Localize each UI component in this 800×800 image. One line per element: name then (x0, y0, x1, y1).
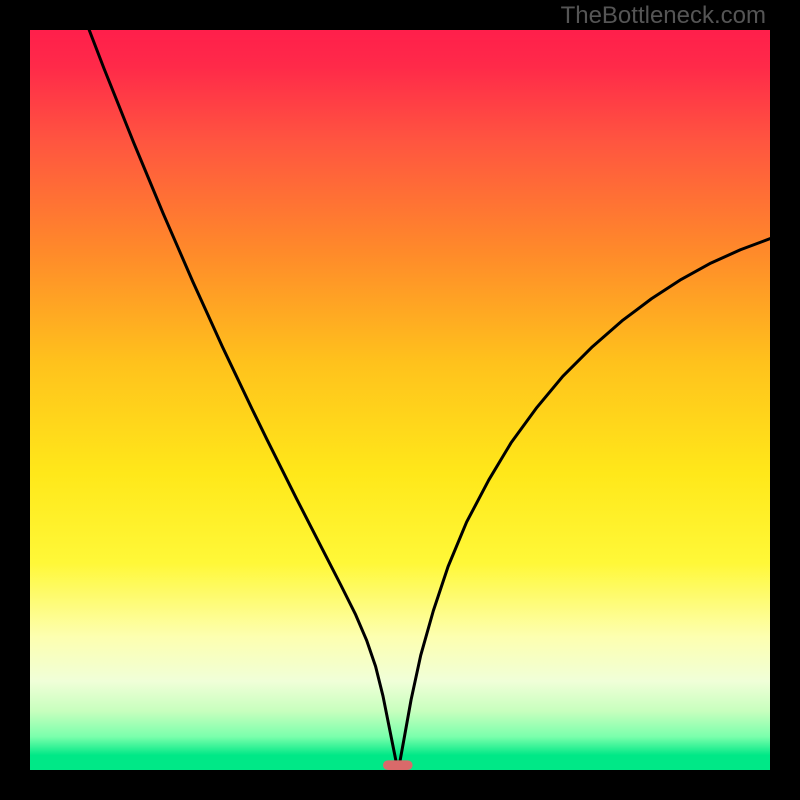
trough-marker (383, 760, 413, 770)
plot-svg (0, 0, 800, 800)
gradient-background (30, 30, 770, 770)
watermark-text: TheBottleneck.com (561, 2, 766, 30)
outer-frame: TheBottleneck.com (0, 0, 800, 800)
